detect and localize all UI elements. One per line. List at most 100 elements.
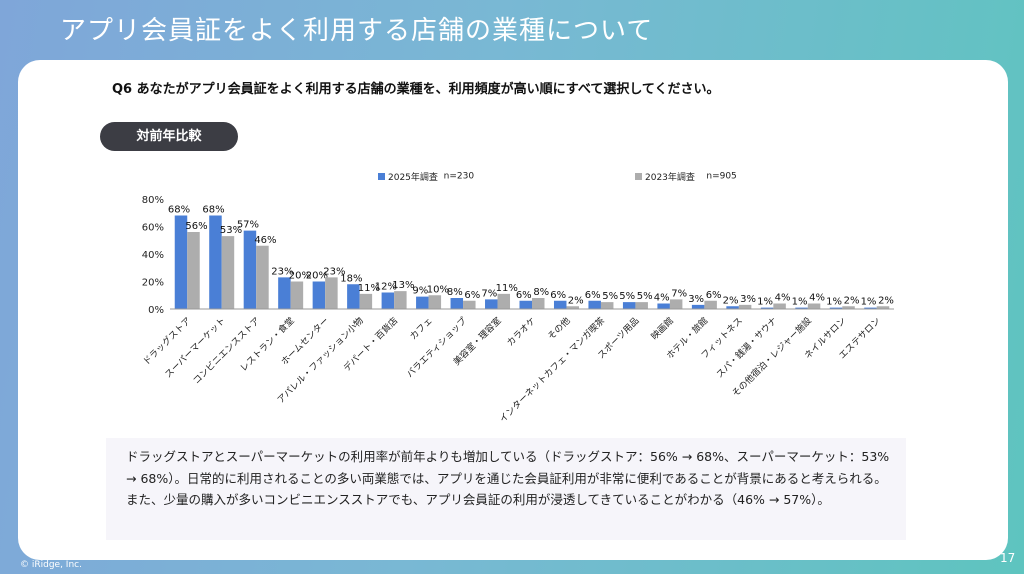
bar: [278, 277, 291, 309]
bar: [635, 302, 648, 309]
content-card: Q6 あなたがアプリ会員証をよく利用する店舗の業種を、利用頻度が高い順にすべて選…: [18, 60, 1008, 560]
data-label: 2%: [844, 295, 860, 306]
data-label: 6%: [516, 290, 532, 301]
category-label: その他: [545, 315, 573, 343]
legend-swatch-2025: [378, 173, 385, 180]
bar: [829, 307, 843, 309]
legend-label-2023: 2023年調査: [645, 173, 695, 183]
data-label: 57%: [237, 220, 259, 231]
summary-box: ドラッグストアとスーパーマーケットの利用率が前年よりも増加している（ドラッグスト…: [106, 438, 906, 540]
data-label: 5%: [619, 291, 635, 302]
category-label: コンビニエンスストア: [191, 315, 262, 386]
data-label: 18%: [340, 273, 362, 284]
copyright: © iRidge, Inc.: [20, 560, 82, 570]
bar: [622, 302, 636, 309]
data-label: 1%: [757, 297, 773, 308]
summary-text: ドラッグストアとスーパーマーケットの利用率が前年よりも増加している（ドラッグスト…: [126, 449, 890, 507]
bar: [795, 307, 808, 309]
data-label: 68%: [202, 205, 224, 216]
data-label: 7%: [671, 288, 687, 299]
question-text: Q6 あなたがアプリ会員証をよく利用する店舗の業種を、利用頻度が高い順にすべて選…: [112, 82, 720, 97]
bar: [519, 300, 532, 309]
bar: [359, 293, 373, 309]
data-label: 10%: [427, 284, 449, 295]
bar: [243, 230, 257, 309]
legend-n-2025: n=230: [443, 171, 475, 182]
bar: [209, 215, 222, 309]
data-label: 2%: [568, 295, 584, 306]
bar: [290, 281, 304, 309]
bar: [864, 307, 877, 309]
y-tick-label: 80%: [142, 195, 164, 206]
y-tick-label: 0%: [148, 305, 164, 316]
data-label: 5%: [602, 291, 618, 302]
data-label: 11%: [496, 283, 518, 294]
data-label: 1%: [861, 297, 877, 308]
bar-chart: 0%20%40%60%80%68% 68%57%23% 20% 18%12% 9% 8% 7…: [140, 195, 894, 425]
bar: [842, 306, 855, 309]
bar: [463, 300, 476, 309]
data-label: 2%: [723, 295, 739, 306]
legend-n-2023: n=905: [706, 171, 737, 182]
category-label: スーパーマーケット: [163, 315, 228, 380]
bar: [566, 306, 579, 309]
bar: [691, 304, 705, 309]
data-label: 23%: [271, 266, 293, 277]
data-label: 20%: [306, 271, 328, 282]
bar: [497, 293, 511, 309]
data-label: 7%: [481, 288, 497, 299]
bar: [588, 300, 601, 309]
data-label: 20%: [289, 271, 311, 282]
bar: [657, 303, 670, 309]
bar: [256, 245, 269, 309]
bar: [726, 306, 739, 309]
data-label: 56%: [185, 221, 207, 232]
legend-label-2025: 2025年調査: [388, 173, 438, 183]
bar: [221, 236, 235, 309]
comparison-tab[interactable]: 対前年比較: [100, 122, 238, 151]
bar: [174, 215, 188, 309]
data-label: 11%: [358, 283, 380, 294]
data-label: 4%: [809, 293, 825, 304]
data-label: 12%: [375, 282, 397, 293]
category-label: 映画館: [648, 315, 676, 343]
bar: [704, 300, 717, 309]
page-number: 17: [1000, 551, 1016, 565]
data-label: 3%: [688, 294, 704, 305]
data-label: 6%: [585, 290, 601, 301]
bar: [312, 281, 326, 309]
bar: [485, 299, 498, 309]
data-label: 8%: [533, 287, 549, 298]
category-label: カフェ: [408, 315, 435, 342]
data-label: 1%: [826, 297, 842, 308]
bar: [876, 306, 890, 309]
data-label: 68%: [168, 205, 190, 216]
data-label: 1%: [792, 297, 808, 308]
bar: [532, 298, 545, 309]
data-label: 6%: [550, 290, 566, 301]
data-label: 5%: [637, 291, 653, 302]
legend-2023: 2023年調査 n=905: [635, 170, 737, 183]
category-label: デパート・百貨店: [341, 315, 400, 374]
bar: [394, 291, 407, 309]
data-label: 46%: [254, 235, 276, 246]
slide-title: アプリ会員証をよく利用する店舗の業種について: [60, 16, 654, 46]
bar: [738, 304, 752, 309]
data-label: 53%: [220, 225, 242, 236]
bar: [347, 284, 360, 309]
bar: [807, 303, 821, 309]
legend-2025: 2025年調査 n=230: [378, 170, 474, 183]
y-tick-label: 60%: [142, 223, 164, 234]
y-tick-label: 20%: [142, 278, 164, 289]
data-label: 23%: [323, 266, 345, 277]
data-label: 8%: [447, 287, 463, 298]
data-label: 2%: [878, 295, 894, 306]
data-label: 9%: [412, 286, 428, 297]
legend-swatch-2023: [635, 173, 642, 180]
data-label: 4%: [775, 293, 791, 304]
bar: [600, 302, 614, 309]
category-label: バラエティショップ: [404, 315, 469, 380]
bar: [669, 299, 683, 309]
bar: [773, 303, 786, 309]
bar: [416, 296, 429, 309]
